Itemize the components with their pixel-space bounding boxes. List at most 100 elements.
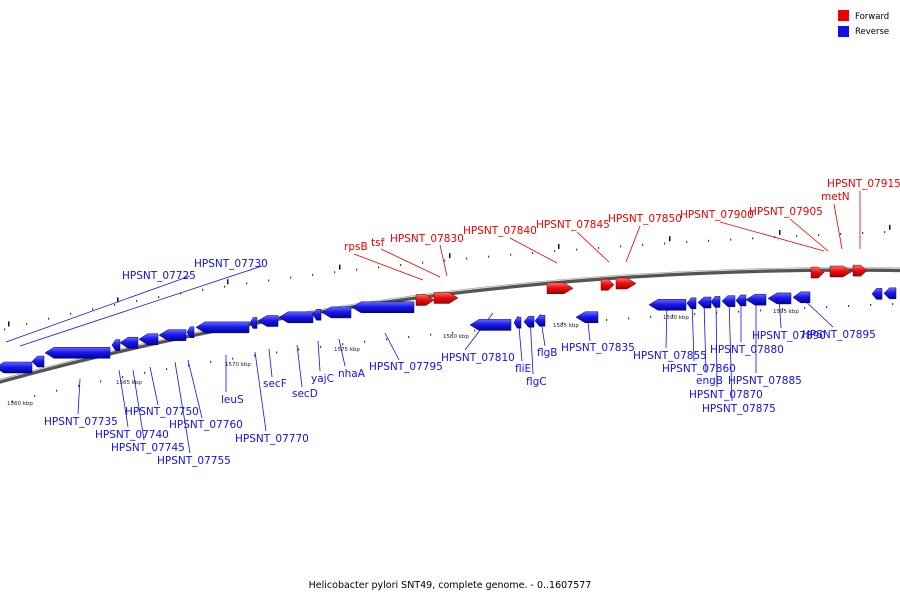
gene-label: flgC (526, 376, 547, 388)
legend-forward-label: Forward (855, 12, 889, 22)
forward-gene (810, 266, 825, 279)
scale-label: 1590 kbp (663, 315, 689, 321)
legend: Forward Reverse (838, 10, 889, 37)
reverse-gene (158, 329, 187, 341)
tick-dot (78, 384, 80, 387)
tick-dot (430, 333, 432, 336)
tick-dot (804, 307, 806, 310)
gene-label: HPSNT_07915 (827, 178, 900, 190)
gene-label: HPSNT_07755 (157, 455, 231, 467)
minor-tick-marks (4, 231, 894, 403)
gene-label: HPSNT_07725 (122, 270, 196, 282)
tick-dot (144, 371, 146, 374)
gene-label: HPSNT_07810 (441, 352, 515, 364)
major-tick (339, 264, 341, 270)
label-leader (132, 369, 145, 441)
tick-dot (782, 308, 784, 311)
tick-dot (474, 329, 476, 332)
gene-label: HPSNT_07840 (463, 225, 537, 237)
tick-dot (188, 364, 190, 367)
label-leader (380, 248, 441, 278)
reverse-gene (575, 311, 599, 323)
reverse-gene (119, 336, 139, 349)
reverse-gene (44, 347, 111, 359)
tick-dot (386, 338, 388, 341)
reverse-gene (710, 296, 721, 308)
gene-label: HPSNT_07880 (710, 344, 784, 356)
major-tick (449, 253, 451, 259)
tick-dot (100, 380, 102, 383)
label-leader (187, 359, 203, 419)
reverse-gene (686, 297, 697, 310)
major-tick (227, 279, 229, 285)
tick-dot (686, 241, 688, 244)
label-leader (296, 344, 303, 388)
tick-dot (554, 250, 556, 253)
tick-dot (202, 288, 204, 291)
tick-dot (4, 328, 6, 331)
label-leader (149, 366, 159, 406)
tick-dot (452, 331, 454, 334)
label-leader (77, 378, 81, 415)
tick-dot (738, 310, 740, 313)
gene-label: HPSNT_07835 (561, 342, 635, 354)
tick-dot (598, 246, 600, 249)
reverse-gene (111, 339, 121, 351)
tick-dot (422, 261, 424, 264)
reverse-gene (523, 315, 535, 328)
label-leader (576, 231, 610, 263)
reverse-gene (513, 316, 522, 329)
reverse-gene (351, 301, 415, 314)
tick-dot (870, 304, 872, 307)
tick-dot (694, 313, 696, 316)
tick-dot (224, 285, 226, 288)
reverse-gene (186, 326, 195, 338)
backbone (0, 267, 900, 384)
label-leader (464, 312, 494, 351)
tick-dot (364, 340, 366, 343)
label-leader (384, 332, 400, 361)
label-leader (715, 300, 718, 388)
forward-gene (852, 264, 868, 277)
tick-dot (254, 354, 256, 357)
tick-dot (606, 318, 608, 321)
tick-dot (884, 231, 886, 234)
gene-label: yajC (311, 373, 334, 385)
gene-label: secD (292, 388, 318, 400)
gene-label: HPSNT_07885 (728, 375, 802, 387)
gene-label: HPSNT_07830 (390, 233, 464, 245)
label-leader (625, 225, 641, 263)
major-tick (779, 229, 781, 235)
gene-label: HPSNT_07735 (44, 416, 118, 428)
reverse-gene (792, 291, 811, 304)
label-leader (691, 300, 695, 362)
gene-label: fliE (515, 363, 531, 375)
tick-dot (166, 368, 168, 371)
tick-dot (290, 276, 292, 279)
tick-dot (114, 304, 116, 307)
gene-label: HPSNT_07760 (169, 419, 243, 431)
tick-dot (70, 312, 72, 315)
tick-dot (708, 239, 710, 242)
reverse-gene (31, 355, 45, 368)
label-leader (268, 348, 273, 378)
legend-reverse-label: Reverse (855, 27, 889, 37)
forward-gene (433, 292, 459, 304)
tick-dot (136, 299, 138, 302)
tick-dot (752, 237, 754, 240)
gene-label: HPSNT_07750 (125, 406, 199, 418)
tick-dot (342, 343, 344, 346)
label-leader (118, 369, 129, 428)
gene-label: nhaA (338, 368, 366, 380)
tick-dot (628, 317, 630, 320)
major-tick (889, 224, 891, 230)
reverse-gene (648, 299, 687, 311)
tick-dot (818, 234, 820, 237)
reverse-gene (138, 333, 159, 345)
tick-dot (716, 311, 718, 314)
gene-label: HPSNT_07860 (662, 363, 736, 375)
gene-label: HPSNT_07905 (749, 206, 823, 218)
reverse-gene (249, 317, 258, 329)
label-leader (439, 244, 448, 277)
